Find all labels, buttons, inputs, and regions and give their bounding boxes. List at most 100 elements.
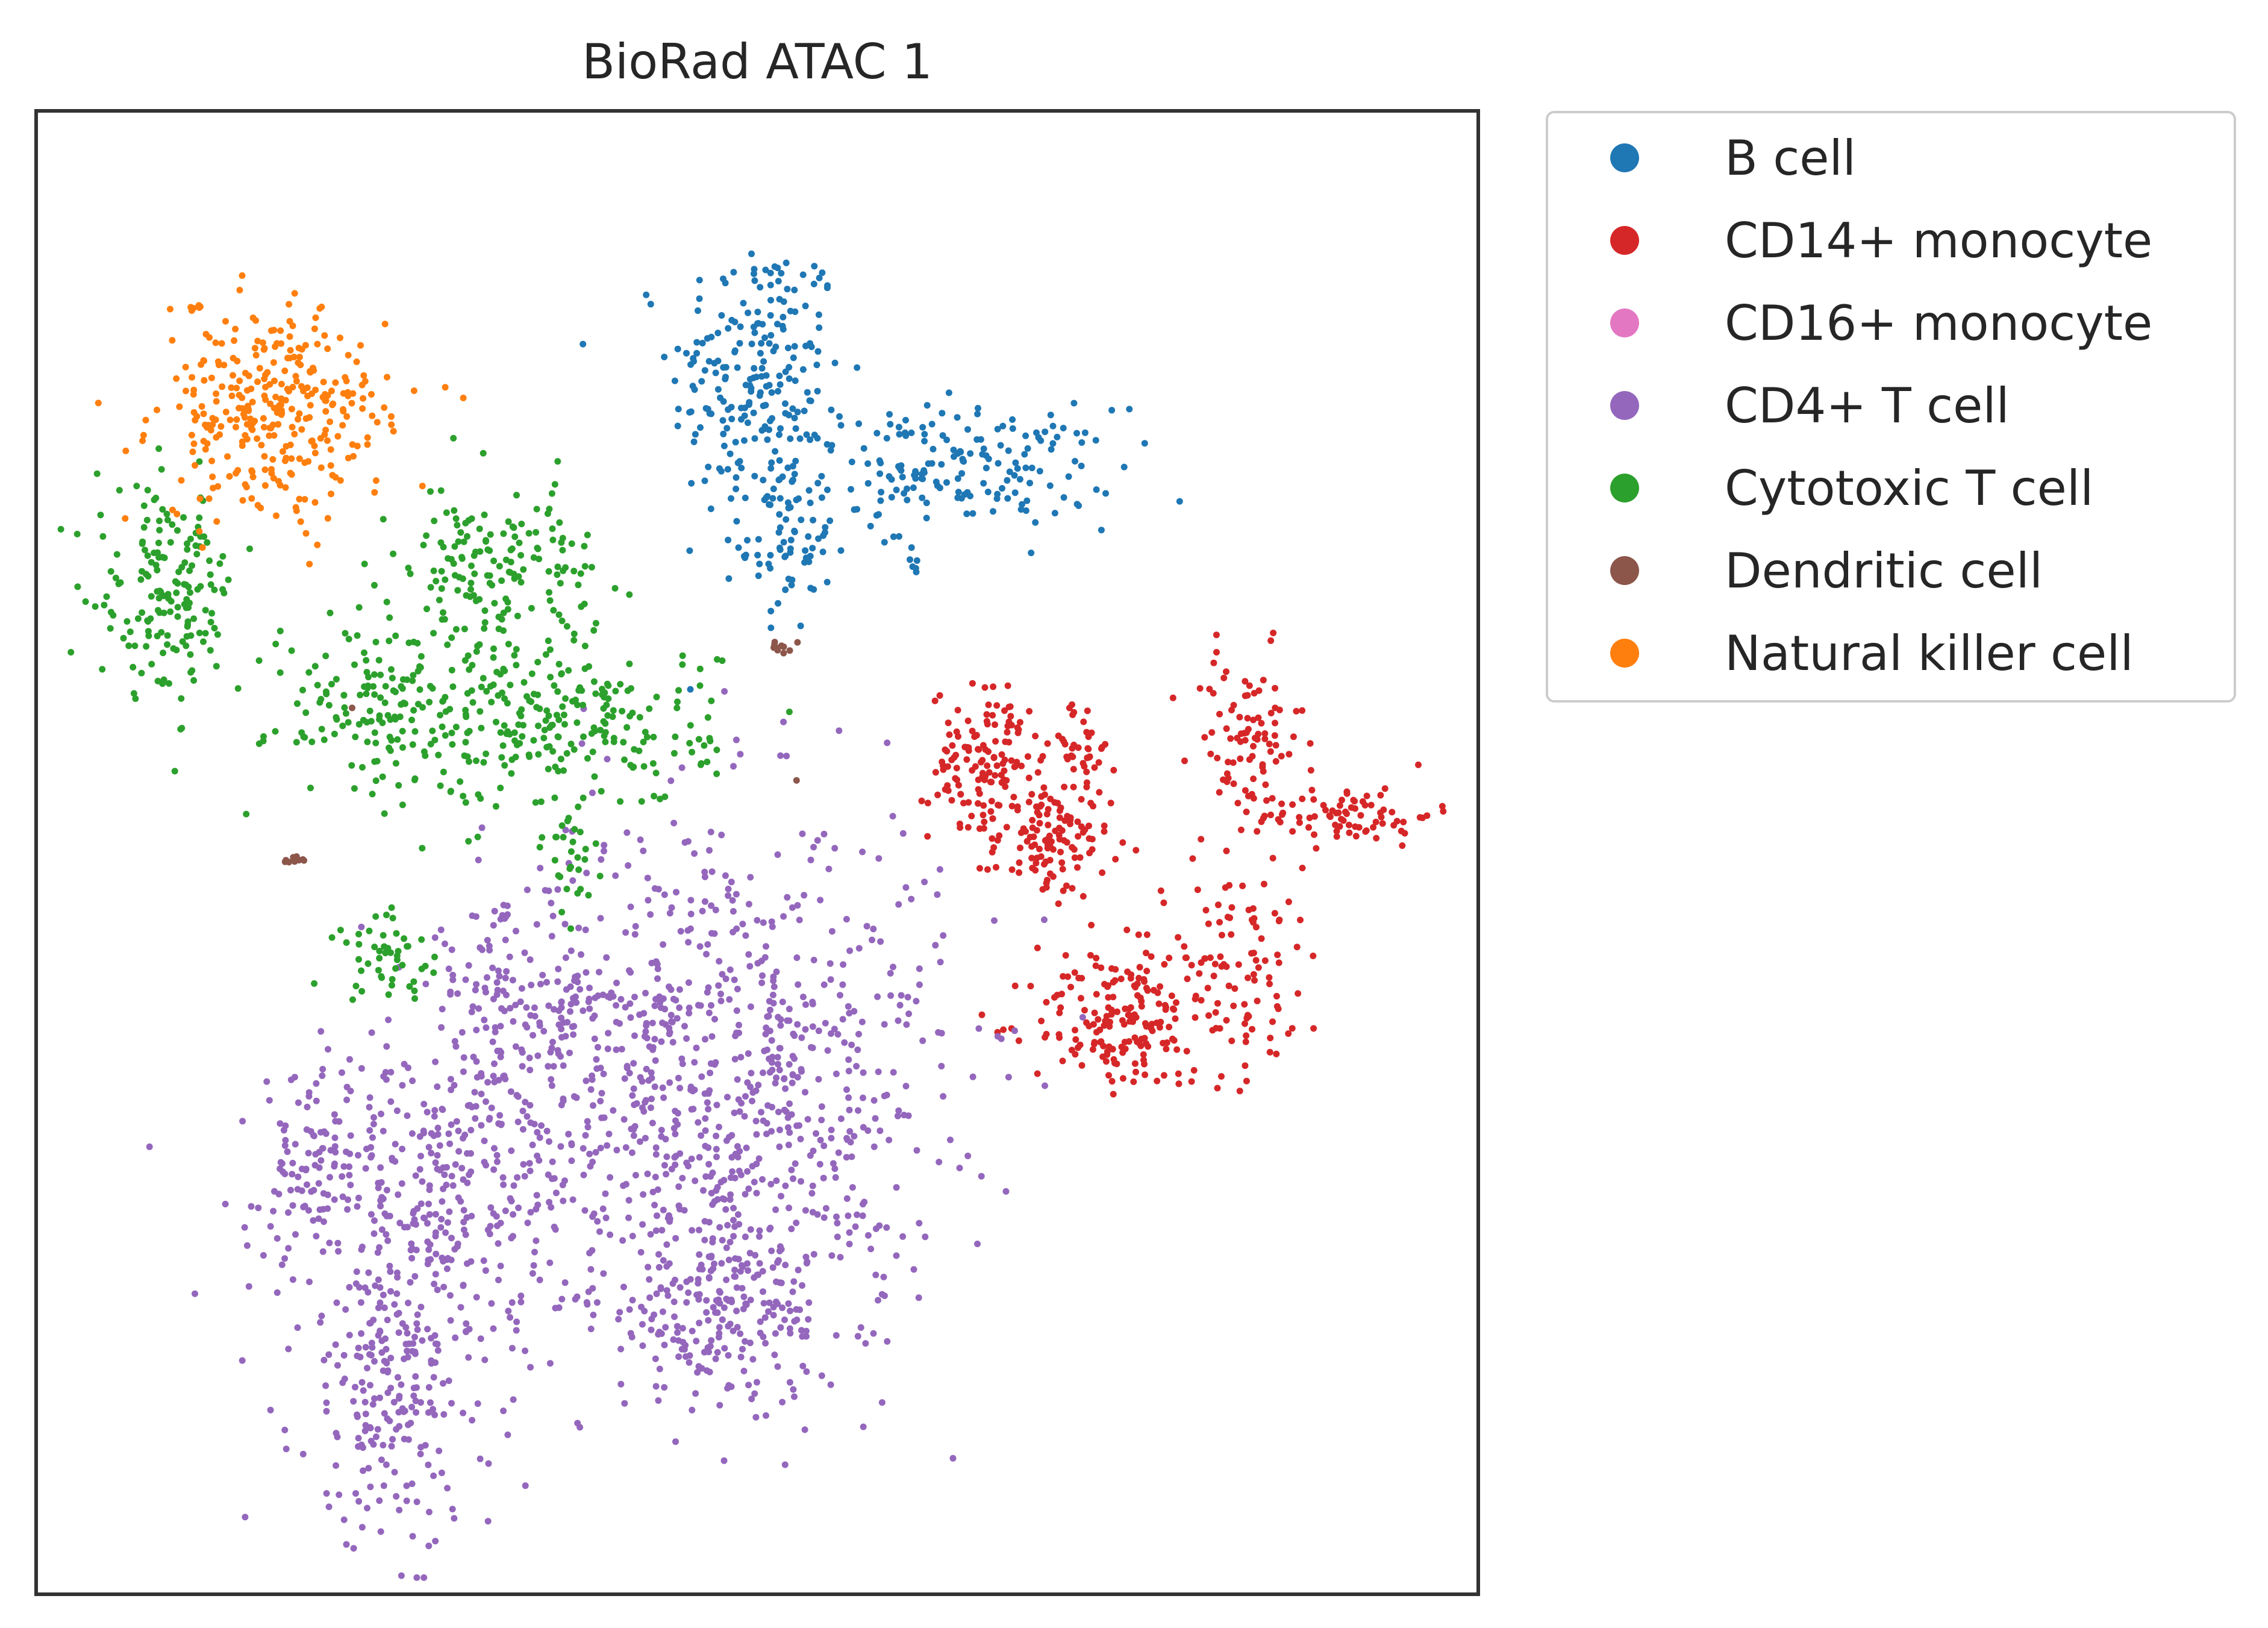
data-point — [626, 1306, 633, 1313]
data-point — [1250, 795, 1257, 802]
data-point — [486, 1116, 493, 1123]
data-point — [302, 1165, 310, 1172]
data-point — [499, 742, 507, 749]
data-point — [704, 941, 711, 948]
data-point — [724, 1385, 731, 1392]
data-point — [399, 962, 406, 969]
data-point — [671, 1313, 678, 1320]
data-point — [674, 698, 681, 706]
data-point — [617, 1380, 625, 1388]
data-point — [355, 721, 363, 728]
data-point — [584, 1124, 592, 1131]
data-point — [683, 1299, 690, 1306]
data-point — [939, 410, 946, 417]
data-point — [848, 459, 855, 466]
data-point — [552, 1189, 560, 1197]
data-point — [452, 1043, 460, 1050]
data-point — [357, 342, 364, 349]
data-point — [139, 568, 145, 575]
data-point — [1018, 762, 1025, 769]
data-point — [915, 1294, 922, 1301]
data-point — [499, 1174, 507, 1181]
data-point — [278, 410, 286, 417]
data-point — [567, 925, 574, 932]
data-point — [184, 540, 190, 547]
data-point — [864, 1232, 872, 1239]
data-point — [377, 1164, 384, 1171]
legend-marker — [1610, 391, 1639, 420]
data-point — [736, 1021, 742, 1028]
data-point — [372, 739, 380, 747]
data-point — [776, 457, 783, 464]
data-point — [286, 333, 293, 340]
data-point — [528, 605, 535, 612]
data-point — [512, 1043, 519, 1050]
data-point — [661, 793, 669, 800]
data-point — [780, 650, 787, 657]
data-point — [1033, 827, 1040, 834]
data-point — [1066, 704, 1073, 712]
data-point — [331, 1134, 339, 1141]
data-point — [901, 490, 908, 497]
data-point — [698, 378, 705, 385]
data-point — [243, 1242, 251, 1249]
data-point — [686, 1004, 693, 1012]
data-point — [1087, 952, 1094, 959]
legend-label: B cell — [1725, 130, 1856, 186]
data-point — [1111, 977, 1119, 984]
data-point — [720, 430, 727, 437]
data-point — [1326, 813, 1334, 820]
data-point — [520, 1161, 527, 1168]
data-point — [288, 455, 295, 462]
data-point — [493, 1158, 501, 1165]
data-point — [1311, 831, 1317, 838]
data-point — [408, 1403, 416, 1410]
data-point — [493, 979, 501, 986]
data-point — [676, 1085, 684, 1092]
data-point — [366, 1104, 373, 1111]
data-point — [1293, 944, 1301, 951]
data-point — [1016, 859, 1023, 866]
data-point — [394, 736, 401, 743]
data-point — [455, 538, 462, 545]
data-point — [484, 1079, 492, 1086]
data-point — [460, 1282, 467, 1289]
data-point — [589, 1285, 596, 1292]
data-point — [181, 581, 188, 588]
data-point — [112, 574, 119, 581]
data-point — [504, 728, 511, 735]
data-point — [392, 760, 399, 767]
data-point — [1034, 1070, 1041, 1077]
data-point — [565, 1130, 572, 1138]
data-point — [751, 1179, 758, 1186]
data-point — [719, 1236, 726, 1244]
data-point — [572, 697, 579, 704]
data-point — [776, 431, 783, 438]
data-point — [896, 431, 903, 438]
data-point — [666, 1030, 673, 1038]
data-point — [178, 695, 185, 702]
data-point — [1072, 1027, 1078, 1034]
data-point — [387, 1354, 395, 1362]
data-point — [762, 1030, 769, 1038]
data-point — [1002, 783, 1009, 791]
data-point — [790, 1386, 797, 1393]
data-point — [1243, 809, 1250, 815]
data-point — [451, 543, 458, 550]
data-point — [249, 398, 256, 405]
data-point — [689, 383, 696, 390]
data-point — [1214, 754, 1221, 762]
data-point — [377, 694, 384, 701]
data-point — [839, 1016, 846, 1023]
data-point — [383, 1231, 390, 1238]
data-point — [1083, 779, 1090, 786]
data-point — [679, 1060, 686, 1068]
data-point — [802, 554, 810, 562]
data-point — [895, 1107, 902, 1114]
data-point — [354, 1203, 361, 1210]
data-point — [378, 1226, 386, 1233]
data-point — [733, 1307, 740, 1315]
data-point — [1222, 884, 1229, 891]
data-point — [723, 1244, 730, 1251]
data-point — [783, 753, 790, 760]
